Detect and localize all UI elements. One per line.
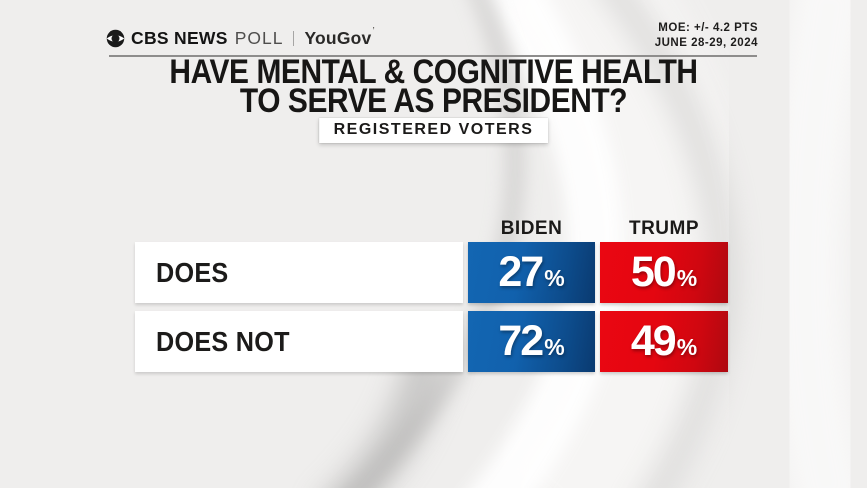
date-text: JUNE 28-29, 2024 <box>654 37 758 49</box>
poll-meta: MOE: +/- 4.2 PTS JUNE 28-29, 2024 <box>655 21 758 51</box>
poll-wordmark: POLL <box>234 27 284 48</box>
value-number: 27 <box>498 248 544 296</box>
row-label: DOES <box>156 256 229 288</box>
registered-voters-badge: REGISTERED VOTERS <box>318 118 549 143</box>
cbs-news-wordmark: CBS NEWS <box>131 27 228 48</box>
value-trump-does-not: 49% <box>631 320 697 363</box>
moe-text: MOE: +/- 4.2 PTS <box>658 22 758 34</box>
row-label-box: DOES NOT <box>135 311 463 372</box>
yougov-wordmark: YouGov <box>304 27 372 48</box>
value-number: 50 <box>630 248 677 296</box>
value-trump-does: 50% <box>631 251 697 294</box>
brand-divider <box>293 30 295 46</box>
row-label-box: DOES <box>135 242 463 303</box>
cell-trump-does-not: 49% <box>600 311 728 372</box>
column-header-trump: TRUMP <box>628 218 700 239</box>
header-rule <box>109 55 757 57</box>
value-number: 72 <box>498 317 544 365</box>
page-title: HAVE MENTAL & COGNITIVE HEALTH TO SERVE … <box>0 53 867 120</box>
value-biden-does: 27% <box>498 251 564 294</box>
cell-biden-does: 27% <box>468 242 595 303</box>
title-line-1: HAVE MENTAL & COGNITIVE HEALTH <box>169 53 698 91</box>
poll-results-table: BIDEN TRUMP DOES 27% 50% DOES NOT <box>135 219 728 372</box>
column-header-biden: BIDEN <box>500 218 563 239</box>
percent-sign: % <box>544 265 565 291</box>
cell-biden-does-not: 72% <box>468 311 595 372</box>
table-row-does: DOES 27% 50% <box>135 242 728 303</box>
cell-trump-does: 50% <box>600 242 728 303</box>
row-label: DOES NOT <box>156 325 290 357</box>
value-biden-does-not: 72% <box>498 320 564 363</box>
percent-sign: % <box>676 334 698 360</box>
title-line-2: TO SERVE AS PRESIDENT? <box>239 82 628 120</box>
cbs-eye-icon <box>106 29 125 47</box>
percent-sign: % <box>676 265 698 291</box>
table-row-does-not: DOES NOT 72% 49% <box>135 311 728 372</box>
percent-sign: % <box>544 334 565 360</box>
yougov-trademark-tick: ’ <box>372 26 375 37</box>
value-number: 49 <box>630 317 677 365</box>
brand-row: CBS NEWS POLL YouGov ’ <box>106 27 375 49</box>
